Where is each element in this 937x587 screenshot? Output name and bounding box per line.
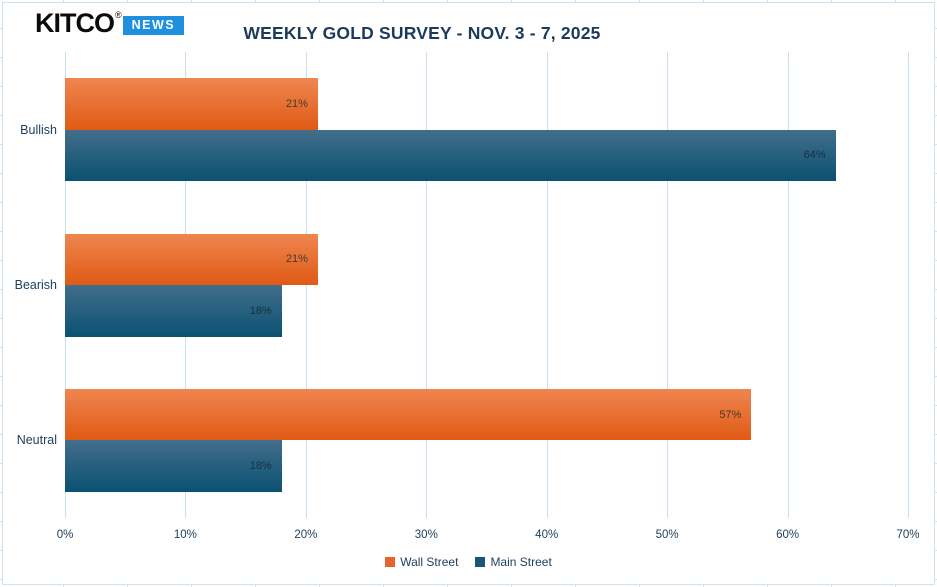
frame-ticks-top bbox=[0, 0, 937, 2]
legend-item-wall-street: Wall Street bbox=[385, 555, 458, 569]
category-label-bullish: Bullish bbox=[20, 122, 57, 137]
bar-wall-street-bullish: 21% bbox=[65, 78, 318, 130]
bar-value-label: 18% bbox=[249, 460, 272, 473]
legend-label: Wall Street bbox=[400, 555, 459, 569]
category-label-neutral: Neutral bbox=[16, 433, 57, 448]
registered-mark-icon: ® bbox=[115, 10, 122, 20]
news-badge: NEWS bbox=[122, 15, 185, 36]
frame-ticks-left bbox=[0, 0, 2, 587]
bar-value-label: 21% bbox=[285, 97, 308, 110]
bar-value-label: 64% bbox=[803, 149, 826, 162]
bar-main-street-bearish: 18% bbox=[65, 285, 282, 337]
gridline bbox=[305, 52, 307, 518]
bar-main-street-neutral: 18% bbox=[65, 440, 282, 492]
x-tick-label: 30% bbox=[414, 529, 438, 541]
bar-wall-street-neutral: 57% bbox=[65, 388, 752, 441]
x-tick-label: 0% bbox=[56, 529, 74, 541]
gridline bbox=[426, 52, 428, 518]
legend-label: Main Street bbox=[490, 555, 552, 569]
bar-wall-street-bearish: 21% bbox=[65, 233, 318, 285]
kitco-news-logo: KITCO ® NEWS bbox=[35, 8, 185, 38]
x-tick-label: 20% bbox=[294, 529, 318, 541]
x-tick-label: 10% bbox=[173, 529, 197, 541]
x-tick-label: 60% bbox=[776, 529, 800, 541]
gridline bbox=[667, 52, 669, 518]
category-label-bearish: Bearish bbox=[14, 278, 57, 292]
bar-main-street-bullish: 64% bbox=[65, 129, 836, 182]
bar-value-label: 18% bbox=[249, 304, 272, 317]
legend-swatch-icon bbox=[475, 557, 486, 567]
legend-item-main-street: Main Street bbox=[475, 555, 552, 569]
x-tick-label: 50% bbox=[655, 529, 679, 541]
bar-value-label: 57% bbox=[719, 408, 742, 421]
x-tick-label: 70% bbox=[896, 529, 920, 541]
gridline bbox=[787, 52, 789, 518]
legend-swatch-icon bbox=[385, 557, 396, 567]
gridline bbox=[546, 52, 548, 518]
bar-value-label: 21% bbox=[285, 253, 308, 266]
gridline bbox=[908, 52, 909, 518]
kitco-logo-text: KITCO bbox=[35, 8, 115, 38]
x-tick-label: 40% bbox=[535, 529, 559, 541]
chart-title: WEEKLY GOLD SURVEY - NOV. 3 - 7, 2025 bbox=[243, 23, 601, 43]
legend: Wall Street Main Street bbox=[0, 555, 937, 569]
